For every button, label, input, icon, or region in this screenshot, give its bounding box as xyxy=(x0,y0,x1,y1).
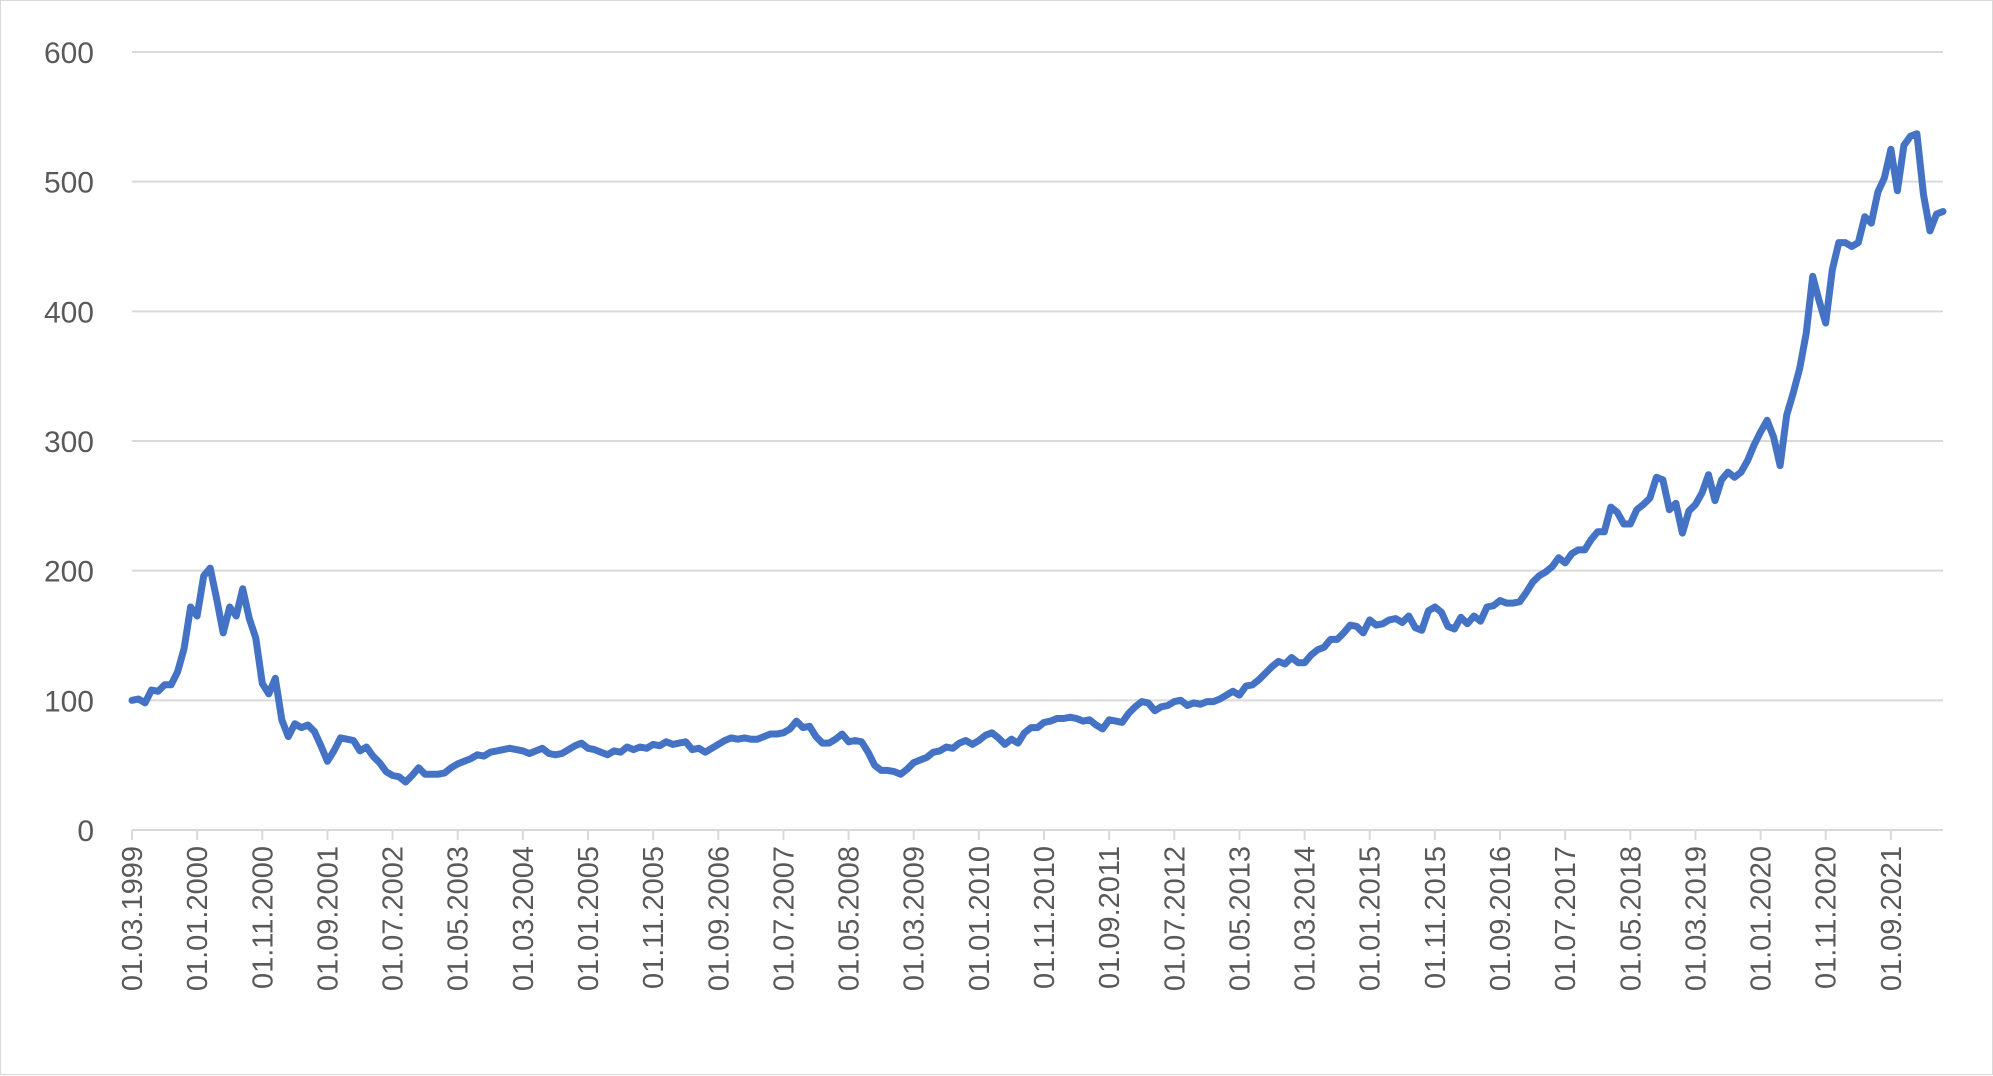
x-tick-label: 01.03.2009 xyxy=(899,846,931,991)
x-tick-label: 01.01.2005 xyxy=(573,846,605,991)
gridlines xyxy=(132,51,1943,702)
x-tick-label: 01.01.2000 xyxy=(182,846,214,991)
x-tick-label: 01.11.2010 xyxy=(1029,846,1061,989)
x-tick-label: 01.01.2010 xyxy=(964,846,996,991)
series-layer xyxy=(128,130,1947,786)
x-tick-label: 01.03.1999 xyxy=(117,846,149,991)
x-tick-label: 01.09.2006 xyxy=(703,846,735,991)
x-tick-label: 01.05.2013 xyxy=(1224,846,1256,991)
x-tick-label: 01.03.2004 xyxy=(508,846,540,991)
x-tick-label: 01.05.2018 xyxy=(1615,846,1647,991)
y-tick-label: 600 xyxy=(44,37,94,70)
x-tick-label: 01.07.2017 xyxy=(1550,846,1582,991)
x-tick-label: 01.05.2003 xyxy=(443,846,475,991)
x-tick-label: 01.01.2015 xyxy=(1355,846,1387,991)
x-tick-label: 01.11.2000 xyxy=(247,846,279,989)
y-axis-tick-labels: 0 100 200 300 400 500 600 xyxy=(44,37,94,848)
x-tick-label: 01.07.2007 xyxy=(768,846,800,991)
x-tick-label: 01.07.2002 xyxy=(378,846,410,991)
x-tick-label: 01.09.2016 xyxy=(1485,846,1517,991)
x-tick-label: 01.11.2020 xyxy=(1811,846,1843,989)
x-tick-label: 01.09.2011 xyxy=(1094,846,1126,989)
x-tick-label: 01.09.2021 xyxy=(1876,846,1908,991)
x-tick-label: 01.07.2012 xyxy=(1159,846,1191,991)
x-tick-label: 01.11.2005 xyxy=(638,846,670,989)
x-axis xyxy=(131,829,1943,840)
y-tick-label: 100 xyxy=(44,685,94,718)
y-tick-label: 500 xyxy=(44,167,94,200)
x-tick-label: 01.11.2015 xyxy=(1420,846,1452,989)
x-tick-label: 01.09.2001 xyxy=(312,846,344,991)
x-tick-label: 01.01.2020 xyxy=(1746,846,1778,991)
series-line-0 xyxy=(128,130,1947,786)
y-tick-label: 400 xyxy=(44,296,94,329)
x-tick-label: 01.03.2019 xyxy=(1680,846,1712,991)
x-tick-label: 01.05.2008 xyxy=(834,846,866,991)
x-axis-tick-labels: 01.03.1999 01.01.2000 01.11.2000 01.09.2001… xyxy=(117,846,1908,991)
x-tick-label: 01.03.2014 xyxy=(1290,846,1322,991)
y-tick-label: 0 xyxy=(77,815,94,848)
y-tick-label: 200 xyxy=(44,556,94,589)
y-tick-label: 300 xyxy=(44,426,94,459)
